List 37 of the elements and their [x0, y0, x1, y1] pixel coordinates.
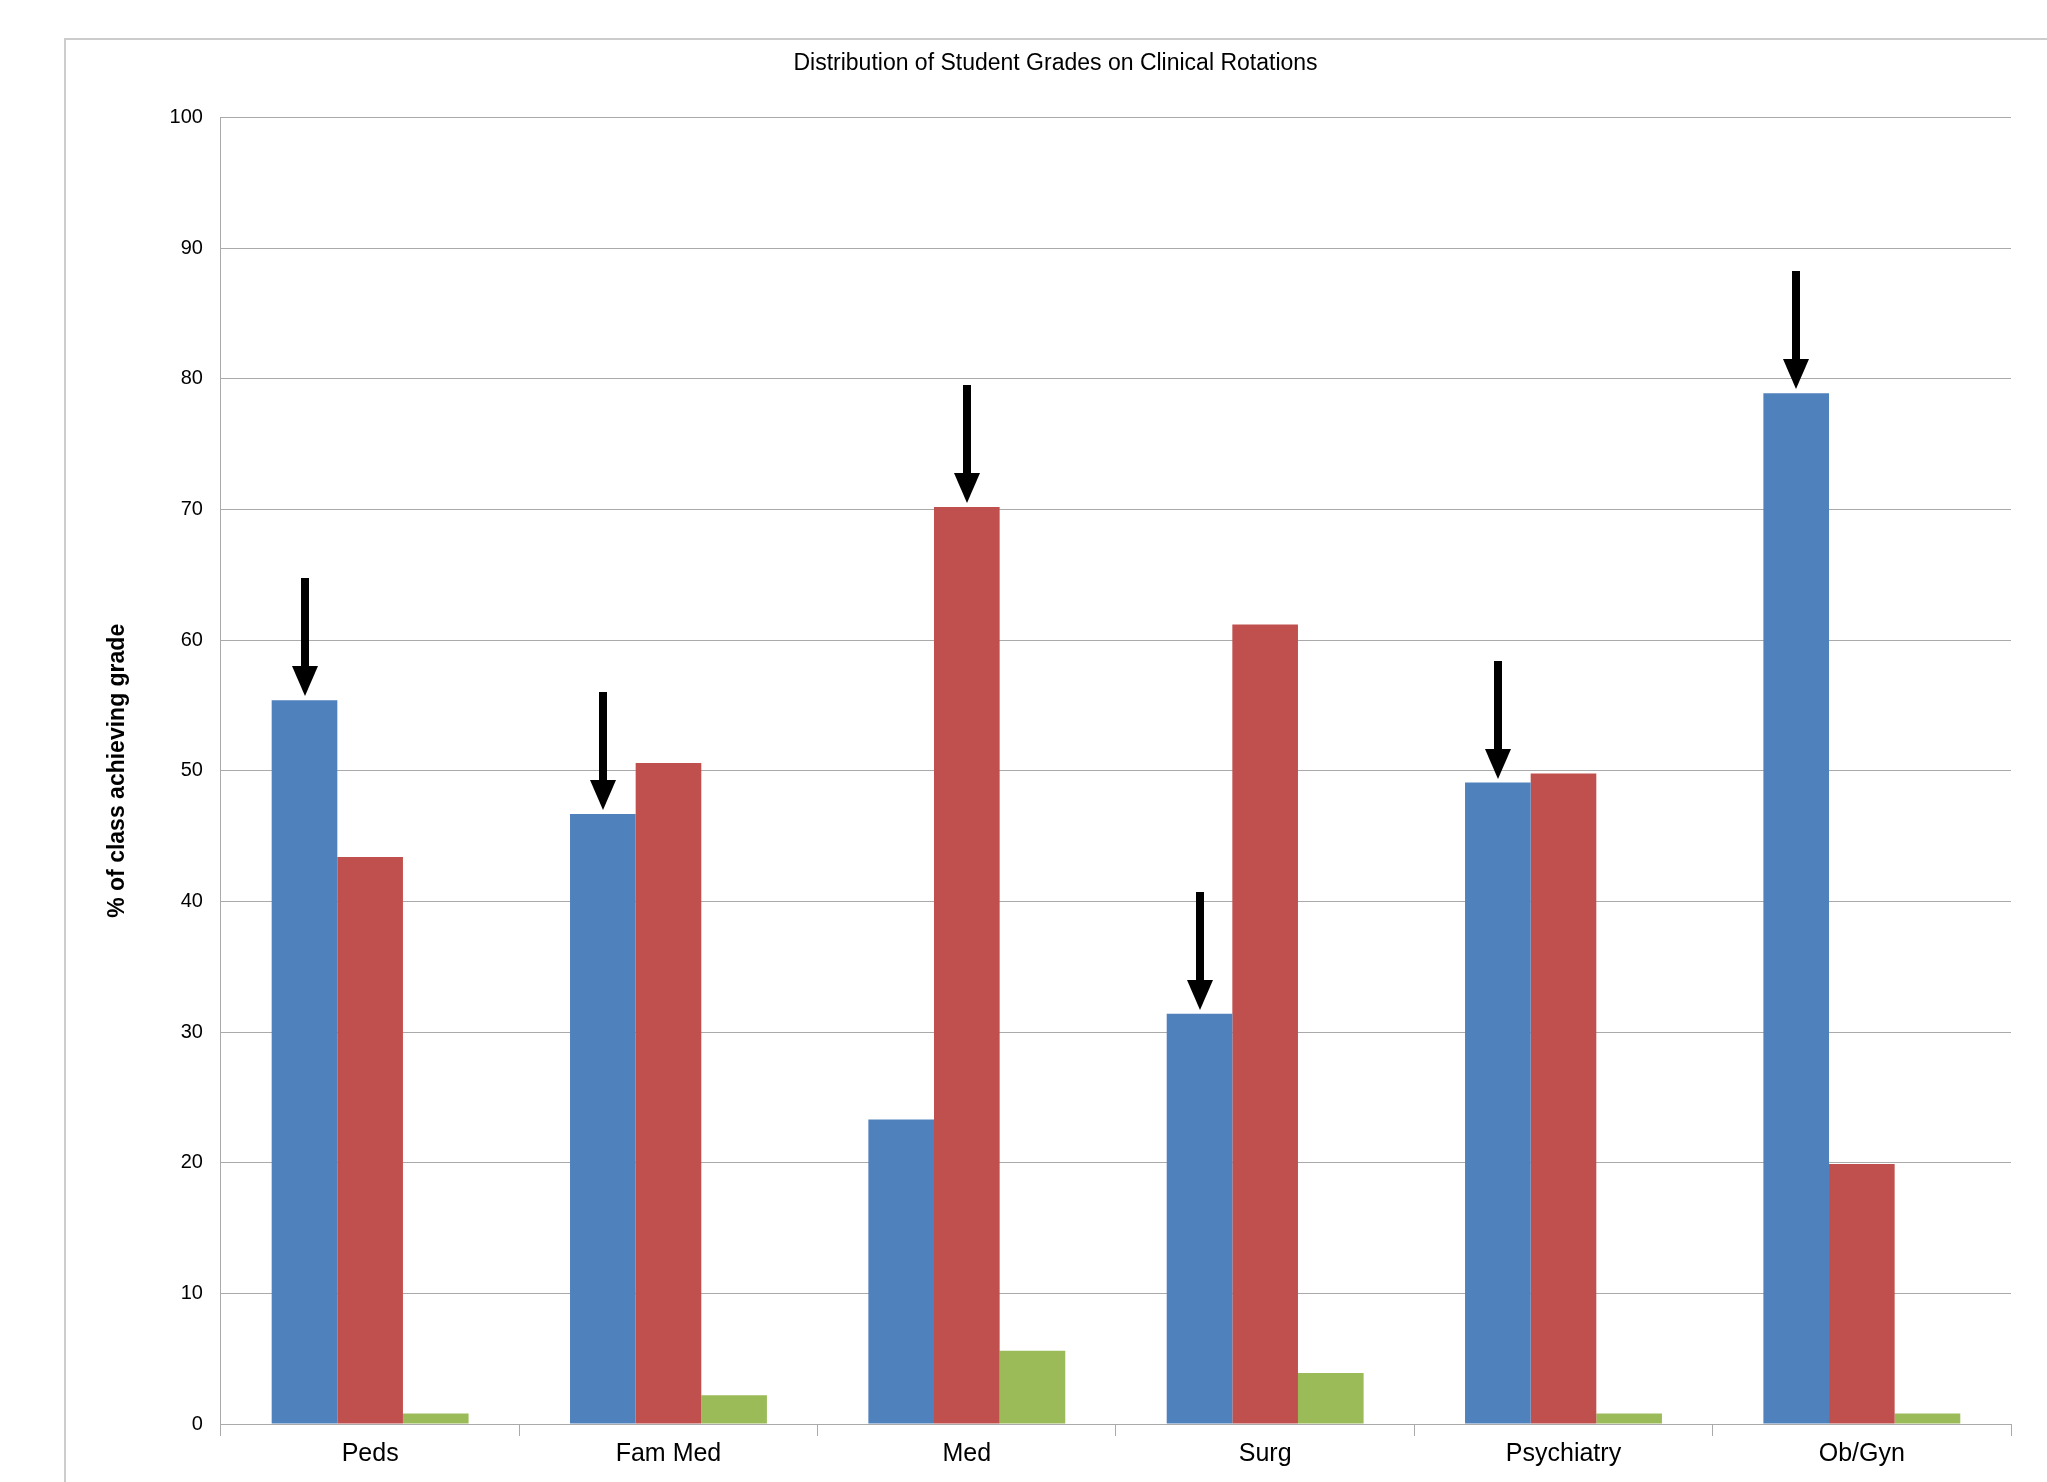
y-tick-label: 30: [180, 1019, 203, 1042]
y-tick-label: 10: [180, 1280, 203, 1303]
bar: [337, 857, 403, 1424]
bar: [1596, 1413, 1662, 1424]
x-tick-label: Surg: [1238, 1437, 1292, 1466]
x-tick-label: Psychiatry: [1505, 1437, 1622, 1466]
y-tick-label: 50: [180, 758, 203, 781]
bar: [1894, 1413, 1961, 1424]
bar: [999, 1350, 1066, 1424]
bar: [1297, 1373, 1364, 1424]
y-tick-label: 90: [180, 235, 203, 258]
bar: [1763, 393, 1830, 1424]
x-tick-label: Med: [942, 1437, 992, 1466]
bar: [1232, 624, 1298, 1424]
bar: [1465, 782, 1531, 1424]
bar: [1166, 1013, 1233, 1424]
bar: [1530, 773, 1597, 1424]
chart-title: Distribution of Student Grades on Clinical Rotations: [793, 49, 1318, 76]
y-tick-label: 60: [180, 627, 203, 650]
bar: [701, 1395, 767, 1424]
y-tick-label: 100: [169, 105, 203, 128]
y-tick-label: 70: [180, 497, 203, 520]
bar: [934, 506, 1000, 1424]
bar: [271, 700, 338, 1424]
y-axis-title: % of class achieving grade: [103, 623, 130, 918]
y-tick-label: 40: [180, 888, 203, 911]
y-tick-label: 80: [180, 366, 203, 389]
bar: [402, 1413, 469, 1424]
bar: [868, 1119, 934, 1424]
y-tick-label: 20: [180, 1150, 203, 1173]
y-tick-label: 0: [191, 1411, 203, 1434]
x-tick-label: Fam Med: [615, 1437, 722, 1466]
x-tick-label: Peds: [341, 1437, 399, 1466]
x-tick-label: Ob/Gyn: [1818, 1437, 1905, 1466]
bar: [570, 813, 636, 1424]
bar: [635, 762, 702, 1424]
bar: [1829, 1164, 1895, 1424]
